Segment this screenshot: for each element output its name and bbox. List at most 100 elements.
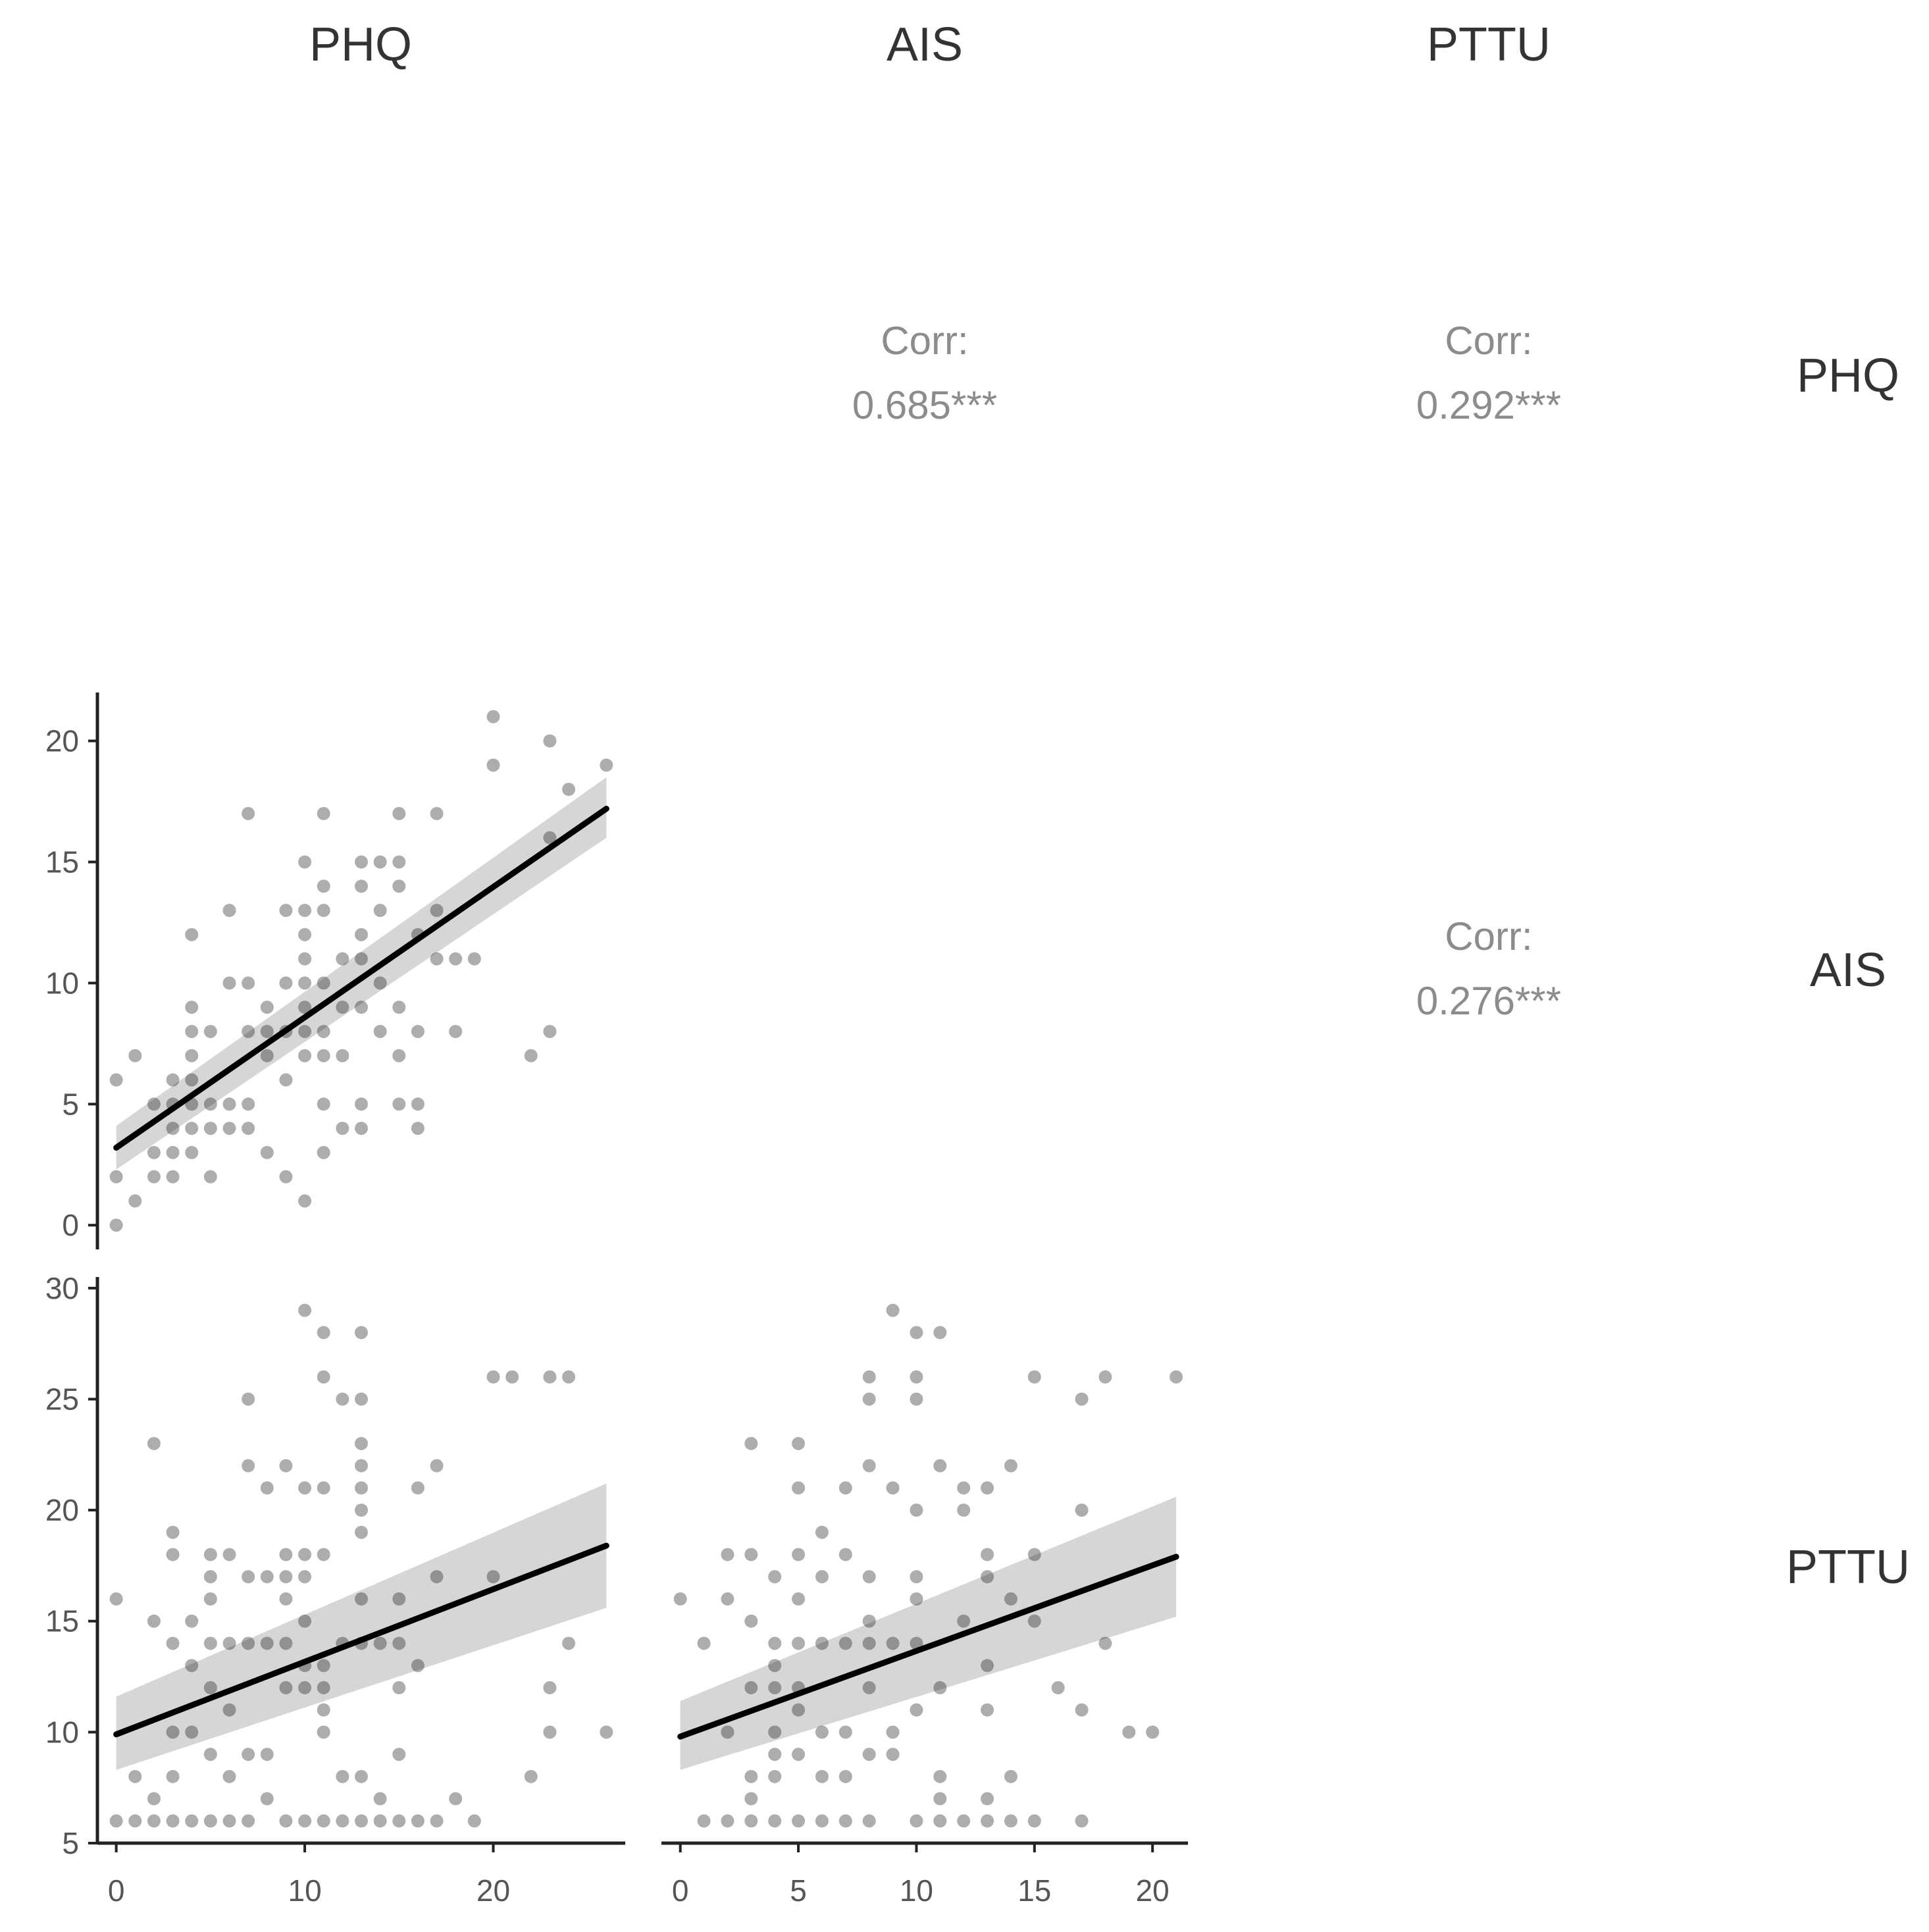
- data-point: [886, 1748, 900, 1762]
- data-point: [222, 1814, 236, 1828]
- data-point: [355, 1097, 368, 1111]
- data-point: [222, 1636, 236, 1650]
- data-point: [242, 1459, 255, 1473]
- data-point: [222, 1548, 236, 1561]
- data-point: [1004, 1459, 1017, 1473]
- corr-panel-phq-pttu: Corr: 0.292***: [1416, 319, 1561, 427]
- y-tick-label: 20: [45, 724, 79, 758]
- data-point: [147, 1614, 161, 1628]
- data-point: [411, 1481, 424, 1495]
- data-point: [411, 1659, 424, 1673]
- data-point: [298, 1481, 312, 1495]
- data-point: [185, 1614, 199, 1628]
- data-point: [392, 1001, 406, 1014]
- data-point: [298, 1001, 312, 1014]
- data-point: [768, 1681, 782, 1694]
- column-header-phq: PHQ: [309, 18, 412, 71]
- data-point: [392, 879, 406, 893]
- data-point: [336, 1122, 349, 1136]
- data-point: [317, 1049, 330, 1062]
- data-point: [957, 1614, 971, 1628]
- data-point: [298, 904, 312, 918]
- corr-label: Corr:: [881, 319, 968, 363]
- data-point: [109, 1814, 123, 1828]
- data-point: [185, 1814, 199, 1828]
- data-point: [910, 1814, 923, 1828]
- data-point: [185, 1049, 199, 1062]
- data-point: [203, 1122, 217, 1136]
- data-point: [697, 1814, 711, 1828]
- data-point: [862, 1570, 876, 1584]
- data-point: [721, 1548, 734, 1561]
- row-label-ais: AIS: [1810, 944, 1886, 997]
- data-point: [279, 1548, 293, 1561]
- data-point: [543, 1725, 557, 1739]
- data-point: [744, 1436, 758, 1450]
- data-point: [721, 1725, 734, 1739]
- data-point: [222, 1703, 236, 1717]
- column-header-ais: AIS: [887, 18, 963, 71]
- x-tick-label: 5: [790, 1873, 807, 1908]
- data-point: [957, 1814, 971, 1828]
- data-point: [317, 1370, 330, 1384]
- data-point: [222, 904, 236, 918]
- data-point: [792, 1703, 806, 1717]
- data-point: [242, 1570, 255, 1584]
- data-point: [411, 1122, 424, 1136]
- data-point: [886, 1725, 900, 1739]
- data-point: [298, 952, 312, 966]
- y-tick-label: 20: [45, 1493, 79, 1527]
- data-point: [279, 1814, 293, 1828]
- data-point: [792, 1592, 806, 1606]
- data-point: [862, 1459, 876, 1473]
- data-point: [815, 1570, 829, 1584]
- data-point: [449, 1024, 463, 1038]
- data-point: [862, 1614, 876, 1628]
- data-point: [467, 1814, 481, 1828]
- data-point: [355, 1592, 368, 1606]
- data-point: [373, 1636, 387, 1650]
- data-point: [222, 1097, 236, 1111]
- data-point: [260, 1024, 274, 1038]
- data-point: [128, 1049, 142, 1062]
- data-point: [203, 1681, 217, 1694]
- data-point: [392, 1592, 406, 1606]
- data-point: [1075, 1503, 1089, 1517]
- data-point: [166, 1725, 180, 1739]
- data-point: [910, 1326, 923, 1340]
- data-point: [222, 1122, 236, 1136]
- data-point: [203, 1592, 217, 1606]
- data-point: [815, 1769, 829, 1783]
- x-tick-label: 15: [1017, 1873, 1051, 1908]
- data-point: [392, 1814, 406, 1828]
- data-point: [355, 1001, 368, 1014]
- data-point: [355, 1392, 368, 1406]
- data-point: [373, 976, 387, 990]
- data-point: [109, 1073, 123, 1087]
- data-point: [279, 1681, 293, 1694]
- data-point: [486, 1370, 500, 1384]
- data-point: [411, 1814, 424, 1828]
- data-point: [317, 976, 330, 990]
- data-point: [147, 1814, 161, 1828]
- data-point: [203, 1548, 217, 1561]
- data-point: [430, 1570, 444, 1584]
- data-point: [203, 1570, 217, 1584]
- data-point: [744, 1792, 758, 1806]
- data-point: [543, 734, 557, 748]
- corr-panel-ais-pttu: Corr: 0.276***: [1416, 914, 1561, 1023]
- data-point: [336, 1001, 349, 1014]
- data-point: [260, 1570, 274, 1584]
- data-point: [933, 1459, 947, 1473]
- data-point: [317, 904, 330, 918]
- data-point: [317, 1703, 330, 1717]
- data-point: [185, 1122, 199, 1136]
- data-point: [673, 1592, 687, 1606]
- data-point: [486, 758, 500, 772]
- data-point: [768, 1769, 782, 1783]
- data-point: [336, 1769, 349, 1783]
- data-point: [317, 1659, 330, 1673]
- data-point: [109, 1218, 123, 1232]
- confidence-band: [680, 1496, 1177, 1770]
